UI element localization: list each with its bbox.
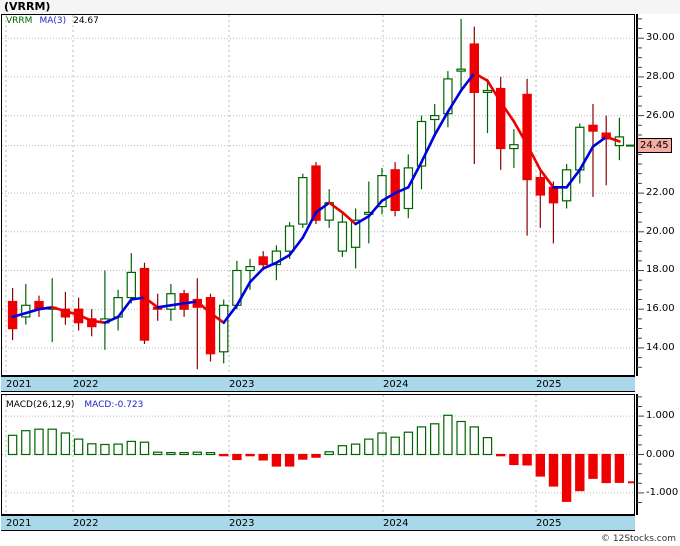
title-bar: (VRRM) [0, 0, 680, 14]
price-y-tick-label: 28.00 [646, 70, 675, 82]
macd-chart-svg [2, 395, 634, 514]
page-title: (VRRM) [4, 0, 51, 13]
price-y-tick-label: 14.00 [646, 341, 675, 353]
x-tick-label-2023: 2023 [229, 518, 255, 529]
price-y-tick-label: 22.00 [646, 187, 675, 199]
price-y-tick-label: 18.00 [646, 264, 675, 276]
legend-ma-value: 24.67 [73, 16, 99, 26]
x-tick-label-2021: 2021 [6, 379, 32, 390]
macd-y-tick-label: 1.000 [646, 410, 675, 422]
price-y-tick-label: 26.00 [646, 109, 675, 121]
macd-x-axis-band: 2021 2022 2023 2024 2025 [1, 515, 635, 531]
macd-indicator-name: MACD(26,12,9) [6, 400, 75, 410]
x-tick-label-2024: 2024 [383, 518, 409, 529]
last-price-badge: 24.45 [637, 137, 672, 153]
price-y-tick-label: 16.00 [646, 303, 675, 315]
x-tick-label-2021: 2021 [6, 518, 32, 529]
macd-indicator-value: MACD:-0.723 [84, 400, 144, 410]
price-chart-panel [1, 14, 635, 376]
x-tick-label-2022: 2022 [73, 379, 99, 390]
price-y-axis: 30.00 28.00 26.00 22.00 20.00 18.00 16.00 14.00 [636, 14, 680, 376]
price-chart-svg [2, 15, 634, 375]
legend-symbol: VRRM [6, 16, 33, 26]
price-x-axis-band: 2021 2022 2023 2024 2025 [1, 376, 635, 392]
macd-y-tick-label: 0.000 [646, 448, 675, 460]
price-legend: VRRM MA(3) 24.67 [6, 16, 99, 26]
footer-attribution: © 12Stocks.com [601, 534, 676, 544]
x-tick-label-2025: 2025 [536, 379, 562, 390]
legend-ma-label: MA(3) [39, 16, 67, 26]
x-tick-label-2022: 2022 [73, 518, 99, 529]
macd-y-axis: 1.000 0.000 -1.000 [636, 394, 680, 515]
macd-chart-panel [1, 394, 635, 515]
price-y-tick-label: 20.00 [646, 225, 675, 237]
macd-y-tick-label: -1.000 [646, 486, 679, 498]
x-tick-label-2024: 2024 [383, 379, 409, 390]
price-y-tick-label: 30.00 [646, 32, 675, 44]
x-tick-label-2023: 2023 [229, 379, 255, 390]
x-tick-label-2025: 2025 [536, 518, 562, 529]
macd-legend: MACD(26,12,9) MACD:-0.723 [6, 400, 143, 410]
